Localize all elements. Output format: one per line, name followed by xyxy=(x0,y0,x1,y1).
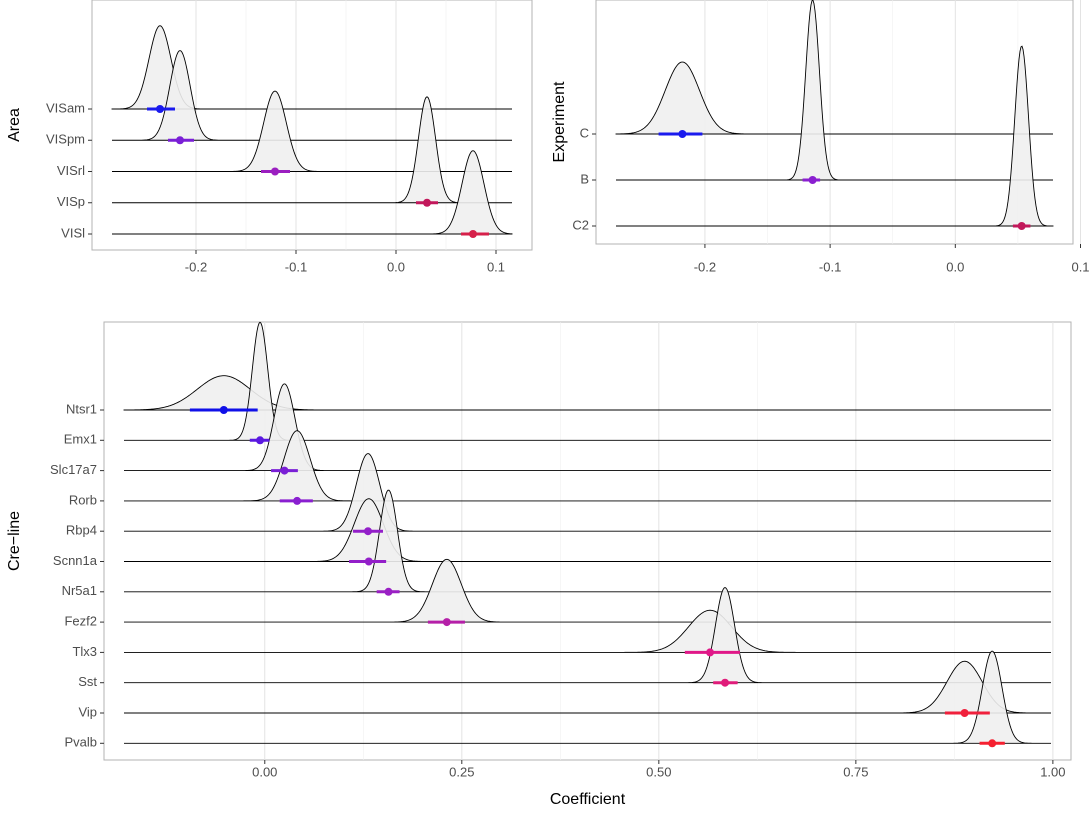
density-ridge xyxy=(124,660,1051,714)
y-tick-label: VISpm xyxy=(46,132,85,147)
panel-border xyxy=(595,0,1074,245)
x-axis-title: Coefficient xyxy=(550,791,626,808)
y-tick-label: Vip xyxy=(78,704,97,719)
point xyxy=(960,709,969,717)
density-ridge xyxy=(124,489,1051,593)
x-tick-label: 0.0 xyxy=(946,259,964,274)
density-ridge xyxy=(124,558,1051,623)
point xyxy=(280,466,289,475)
point xyxy=(219,406,228,414)
point xyxy=(1017,222,1026,230)
y-tick-label: Emx1 xyxy=(64,432,97,447)
x-tick-label: 0.0 xyxy=(387,259,405,274)
density-ridge xyxy=(112,150,513,235)
density-ridge xyxy=(616,0,1053,181)
point xyxy=(469,230,477,238)
point xyxy=(384,587,393,596)
density-ridge xyxy=(124,453,1051,532)
density-ridge xyxy=(112,50,512,141)
y-tick-label: Sst xyxy=(78,674,97,689)
y-axis-title: Area xyxy=(6,108,23,142)
point xyxy=(271,167,279,176)
point xyxy=(721,678,730,687)
y-tick-label: Ntsr1 xyxy=(66,401,97,416)
y-tick-label: VISrl xyxy=(57,163,85,178)
y-tick-label: VISp xyxy=(57,194,85,209)
point xyxy=(176,136,184,145)
y-tick-label: Scnn1a xyxy=(53,553,98,568)
y-tick-label: Rbp4 xyxy=(66,523,97,538)
x-tick-label: -0.1 xyxy=(819,259,841,274)
point xyxy=(364,527,373,536)
density-ridge xyxy=(124,498,1051,562)
x-tick-label: 0.1 xyxy=(487,259,505,274)
panel-border xyxy=(103,321,1072,761)
density-ridge xyxy=(615,61,1053,135)
point xyxy=(442,618,451,627)
x-tick-label: 0.75 xyxy=(843,764,868,779)
y-tick-label: VISl xyxy=(61,225,85,240)
density-ridge xyxy=(616,45,1054,227)
point xyxy=(706,648,715,657)
x-tick-label: 1.00 xyxy=(1040,764,1065,779)
point xyxy=(678,130,687,138)
y-tick-label: VISam xyxy=(46,100,85,115)
y-axis-title: Experiment xyxy=(551,81,568,162)
y-tick-label: Nr5a1 xyxy=(62,583,97,598)
y-tick-label: Slc17a7 xyxy=(50,462,97,477)
y-tick-label: C xyxy=(580,125,589,140)
x-tick-label: 0.25 xyxy=(449,764,474,779)
y-tick-label: Tlx3 xyxy=(72,644,97,659)
density-ridge xyxy=(124,609,1051,653)
point xyxy=(156,105,164,113)
density-ridge xyxy=(124,321,1051,441)
density-ridge xyxy=(124,650,1051,744)
point xyxy=(988,739,997,748)
y-tick-label: C2 xyxy=(572,217,589,232)
x-tick-label: 0.00 xyxy=(252,764,277,779)
point xyxy=(364,557,373,566)
y-tick-label: B xyxy=(580,171,589,186)
y-tick-label: Rorb xyxy=(69,492,97,507)
density-ridge xyxy=(124,430,1051,502)
x-tick-label: 0.1 xyxy=(1071,259,1089,274)
panel-border xyxy=(91,0,533,251)
point xyxy=(808,176,817,184)
density-ridge xyxy=(124,383,1051,472)
x-tick-label: -0.1 xyxy=(285,259,307,274)
point xyxy=(293,496,302,505)
x-tick-label: -0.2 xyxy=(694,259,716,274)
density-ridge xyxy=(112,96,512,204)
y-axis-title: Cre−line xyxy=(6,511,23,571)
density-ridge xyxy=(112,90,512,172)
x-tick-label: 0.50 xyxy=(646,764,671,779)
x-tick-label: -0.2 xyxy=(185,259,207,274)
point xyxy=(256,436,265,445)
y-tick-label: Pvalb xyxy=(64,735,97,750)
y-tick-label: Fezf2 xyxy=(64,614,97,629)
point xyxy=(423,198,431,207)
density-ridge xyxy=(124,587,1051,684)
